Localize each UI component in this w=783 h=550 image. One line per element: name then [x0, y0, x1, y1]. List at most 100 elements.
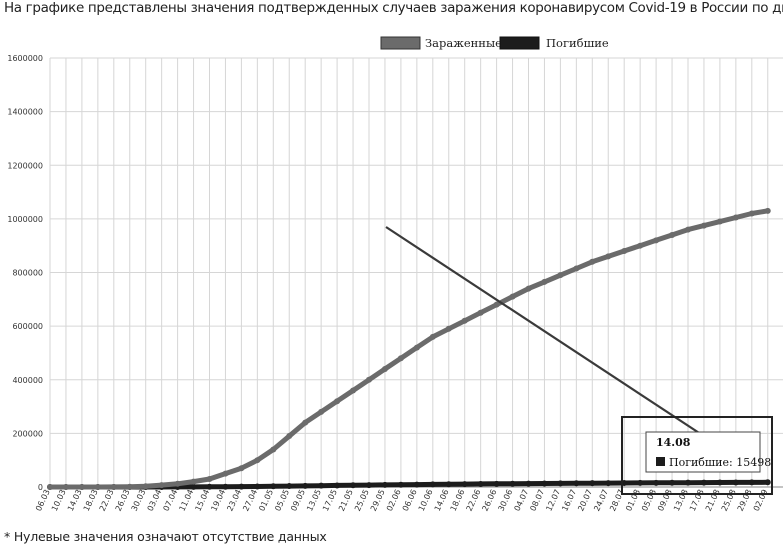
series-line — [50, 208, 769, 490]
data-point[interactable] — [206, 483, 213, 490]
data-point[interactable] — [669, 479, 676, 486]
data-point[interactable] — [174, 480, 181, 487]
data-point[interactable] — [748, 479, 755, 486]
data-point[interactable] — [637, 479, 644, 486]
data-point[interactable] — [397, 355, 404, 362]
data-point[interactable] — [126, 483, 133, 490]
data-point[interactable] — [700, 479, 707, 486]
data-point[interactable] — [732, 214, 739, 221]
data-point[interactable] — [381, 366, 388, 373]
data-point[interactable] — [190, 483, 197, 490]
tooltip-swatch — [656, 457, 665, 466]
data-point[interactable] — [286, 483, 293, 490]
data-point[interactable] — [716, 218, 723, 225]
data-point[interactable] — [270, 483, 277, 490]
data-point[interactable] — [732, 479, 739, 486]
data-point[interactable] — [334, 398, 341, 405]
data-point[interactable] — [700, 222, 707, 229]
data-point[interactable] — [318, 482, 325, 489]
tooltip-date: 14.08 — [656, 436, 691, 449]
data-point[interactable] — [413, 481, 420, 488]
data-point[interactable] — [206, 475, 213, 482]
data-point[interactable] — [238, 465, 245, 472]
legend-label-infected[interactable]: Зараженные — [425, 36, 502, 50]
data-point[interactable] — [78, 484, 85, 490]
y-tick-label: 1200000 — [7, 161, 43, 170]
data-point[interactable] — [493, 480, 500, 487]
data-point[interactable] — [589, 480, 596, 487]
data-point[interactable] — [366, 482, 372, 489]
data-point[interactable] — [110, 483, 117, 490]
data-point[interactable] — [748, 210, 755, 217]
data-point[interactable] — [334, 482, 341, 489]
data-point[interactable] — [653, 479, 660, 486]
data-point[interactable] — [493, 301, 500, 308]
data-point[interactable] — [270, 446, 277, 453]
data-point[interactable] — [573, 265, 580, 272]
data-point[interactable] — [445, 481, 452, 488]
data-point[interactable] — [509, 480, 516, 487]
data-point[interactable] — [366, 376, 372, 383]
data-point[interactable] — [62, 484, 69, 490]
data-point[interactable] — [589, 258, 596, 265]
data-point[interactable] — [685, 479, 691, 486]
data-point[interactable] — [318, 408, 325, 415]
data-point[interactable] — [429, 333, 436, 340]
y-tick-label: 1000000 — [7, 215, 43, 224]
data-point[interactable] — [445, 325, 452, 332]
data-point[interactable] — [541, 278, 548, 285]
data-point[interactable] — [350, 482, 357, 489]
data-point[interactable] — [381, 481, 388, 488]
data-point[interactable] — [350, 387, 357, 394]
data-point[interactable] — [222, 483, 229, 490]
data-point[interactable] — [557, 480, 564, 487]
data-point[interactable] — [637, 242, 644, 249]
data-point[interactable] — [142, 483, 149, 490]
data-point[interactable] — [413, 344, 420, 351]
y-tick-label: 400000 — [12, 376, 43, 385]
y-tick-label: 0 — [38, 483, 43, 492]
data-point[interactable] — [653, 237, 660, 244]
data-point[interactable] — [685, 226, 691, 233]
data-point[interactable] — [509, 293, 516, 300]
series-layer — [47, 207, 771, 490]
data-point[interactable] — [190, 478, 197, 485]
data-point[interactable] — [302, 419, 309, 426]
data-point[interactable] — [525, 480, 532, 487]
data-point[interactable] — [222, 470, 229, 477]
legend-swatch-deaths — [499, 36, 540, 50]
data-point[interactable] — [605, 480, 612, 487]
data-point[interactable] — [605, 253, 612, 260]
data-point[interactable] — [477, 480, 484, 487]
x-axis-ticks: 06.0310.0314.0318.0322.0326.0330.0303.04… — [34, 488, 770, 513]
data-point[interactable] — [254, 457, 261, 464]
data-point[interactable] — [573, 480, 580, 487]
data-point[interactable] — [557, 272, 564, 279]
data-point[interactable] — [716, 479, 723, 486]
data-point[interactable] — [669, 231, 676, 238]
data-point[interactable] — [764, 207, 771, 214]
data-point[interactable] — [254, 483, 261, 490]
data-point[interactable] — [238, 483, 245, 490]
y-axis-ticks: 1600000 1400000 1200000 1000000 800000 600000… — [7, 54, 43, 492]
chart-caption: На графике представлены значения подтвер… — [4, 0, 783, 16]
data-point[interactable] — [302, 482, 309, 489]
legend[interactable]: Зараженные Погибшие — [380, 36, 609, 50]
data-point[interactable] — [461, 317, 468, 324]
data-point[interactable] — [477, 309, 484, 316]
data-point[interactable] — [541, 480, 548, 487]
data-point[interactable] — [158, 482, 165, 489]
data-point[interactable] — [525, 285, 532, 292]
data-point[interactable] — [286, 433, 293, 440]
data-point[interactable] — [429, 481, 436, 488]
data-point[interactable] — [94, 484, 101, 490]
y-tick-label: 1400000 — [7, 108, 43, 117]
data-point[interactable] — [397, 481, 404, 488]
y-tick-label: 600000 — [12, 322, 43, 331]
data-point[interactable] — [764, 479, 771, 486]
legend-label-deaths[interactable]: Погибшие — [546, 36, 609, 50]
footnote: * Нулевые значения означают отсутствие д… — [4, 529, 327, 544]
data-point[interactable] — [621, 248, 628, 255]
data-point[interactable] — [461, 481, 468, 488]
data-point[interactable] — [47, 484, 53, 490]
